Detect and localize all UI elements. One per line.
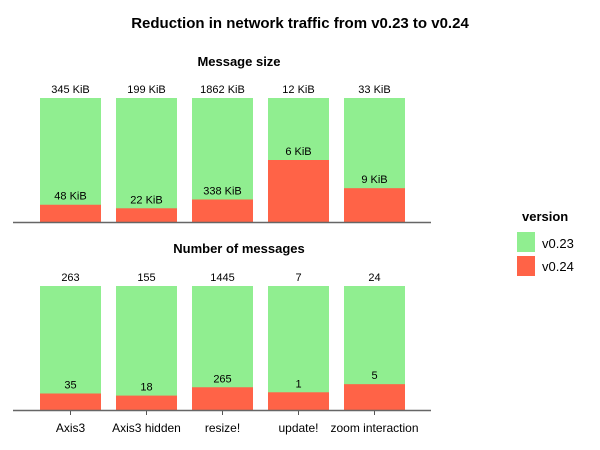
bar-v023 (116, 286, 177, 410)
bar-v023 (40, 98, 101, 222)
bar-v024 (344, 384, 405, 410)
data-label-v023: 1862 KiB (200, 84, 245, 96)
data-label-v024: 9 KiB (361, 174, 387, 186)
data-label-v024: 35 (64, 379, 76, 391)
data-label-v023: 199 KiB (127, 84, 166, 96)
data-label-v024: 48 KiB (54, 191, 86, 203)
bar-v023 (116, 98, 177, 222)
legend-swatch-v024 (517, 256, 535, 276)
panel-title: Message size (197, 54, 280, 69)
legend-label-v023: v0.23 (542, 236, 574, 251)
data-label-v023: 263 (61, 272, 79, 284)
bar-v024 (192, 199, 253, 222)
data-label-v024: 265 (213, 373, 231, 385)
bar-v024 (40, 204, 101, 222)
bar-v024 (116, 395, 177, 410)
data-label-v023: 12 KiB (282, 84, 314, 96)
data-label-v023: 1445 (210, 272, 234, 284)
data-label-v023: 7 (295, 272, 301, 284)
bar-v023 (40, 286, 101, 410)
legend-title: version (522, 209, 568, 224)
bar-v024 (268, 392, 329, 410)
x-tick-label: zoom interaction (330, 421, 418, 435)
data-label-v024: 1 (295, 378, 301, 390)
data-label-v024: 6 KiB (285, 146, 311, 158)
x-tick-label: Axis3 hidden (112, 421, 181, 435)
x-tick-label: update! (278, 421, 318, 435)
data-label-v023: 24 (368, 272, 380, 284)
legend-label-v024: v0.24 (542, 259, 574, 274)
data-label-v023: 33 KiB (358, 84, 390, 96)
data-label-v024: 338 KiB (203, 185, 242, 197)
data-label-v023: 155 (137, 272, 155, 284)
bar-v024 (40, 393, 101, 410)
data-label-v024: 22 KiB (130, 194, 162, 206)
panel-title: Number of messages (173, 241, 305, 256)
chart-title: Reduction in network traffic from v0.23 … (131, 15, 469, 32)
data-label-v023: 345 KiB (51, 84, 90, 96)
data-label-v024: 5 (371, 370, 377, 382)
bar-v024 (344, 188, 405, 222)
bar-v024 (116, 208, 177, 222)
data-label-v024: 18 (140, 382, 152, 394)
legend-swatch-v023 (517, 232, 535, 252)
bar-v023 (268, 286, 329, 410)
bar-v024 (192, 387, 253, 410)
bar-v024 (268, 160, 329, 222)
x-tick-label: Axis3 (56, 421, 86, 435)
x-tick-label: resize! (205, 421, 240, 435)
legend: version v0.23 v0.24 (517, 209, 574, 276)
